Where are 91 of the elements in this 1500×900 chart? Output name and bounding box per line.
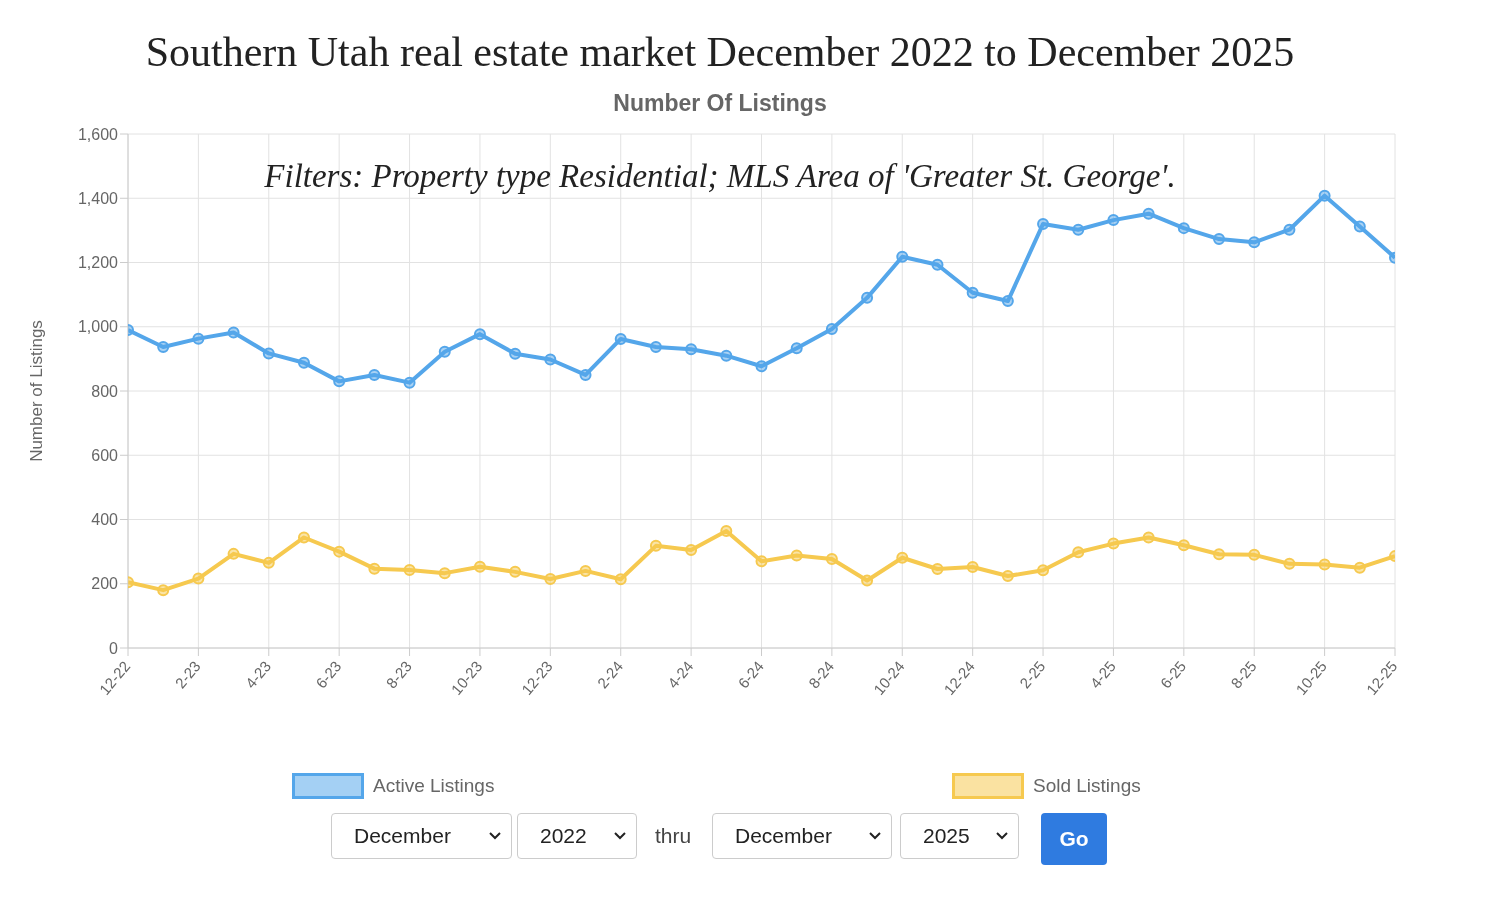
point [966, 561, 979, 574]
point [368, 562, 381, 575]
point [755, 360, 768, 373]
point [473, 328, 486, 341]
point [157, 340, 170, 353]
point [227, 547, 240, 560]
point [579, 564, 592, 577]
y-tick-label: 1,600 [77, 125, 119, 143]
y-axis-title: Number of Listings [27, 320, 47, 462]
point [1248, 548, 1261, 561]
point [861, 291, 874, 304]
point [579, 368, 592, 381]
point [755, 555, 768, 568]
point [649, 539, 662, 552]
point [438, 345, 451, 358]
dropdown-field: December [331, 813, 512, 859]
point [262, 556, 275, 569]
point [649, 340, 662, 353]
text: thru [655, 824, 692, 848]
button: Go [1041, 813, 1107, 865]
y-tick-label: 200 [91, 575, 119, 593]
point [931, 562, 944, 575]
point [157, 584, 170, 597]
point [1177, 539, 1190, 552]
dropdown-field: December [712, 813, 892, 859]
annotation: Filters: Property type Residential; MLS Area of 'Greater St. George'. [264, 158, 1176, 194]
point [861, 574, 874, 587]
point [1248, 236, 1261, 249]
point [685, 544, 698, 557]
point [896, 250, 909, 263]
point [333, 375, 346, 388]
point [1001, 570, 1014, 583]
point [931, 258, 944, 271]
point [825, 323, 838, 335]
point [685, 343, 698, 356]
point [192, 572, 205, 585]
point [227, 326, 240, 339]
y-tick-label: 1,000 [77, 318, 119, 336]
point [1353, 220, 1366, 233]
point [1318, 189, 1331, 202]
chart-title: Southern Utah real estate market December 2022 to December 2025 [144, 28, 1296, 76]
y-tick-label: 1,400 [77, 189, 119, 207]
point [720, 525, 733, 538]
y-tick-label: 1,200 [77, 254, 119, 272]
point [438, 567, 451, 580]
point [1107, 214, 1120, 227]
point [1213, 548, 1226, 561]
point [1283, 223, 1296, 236]
point [1072, 546, 1085, 559]
point [297, 356, 310, 369]
chart-subtitle: Number Of Listings [612, 90, 828, 117]
point [192, 332, 205, 345]
dropdown-field: 2022 [517, 813, 637, 859]
point [1213, 233, 1226, 246]
point [1318, 558, 1331, 571]
point [509, 347, 522, 360]
point [614, 573, 627, 586]
point [1001, 295, 1014, 308]
point [333, 545, 346, 558]
point [896, 551, 909, 564]
legend-label: Sold Listings [1033, 775, 1141, 797]
point [1353, 561, 1366, 574]
point [403, 563, 416, 576]
y-tick-label: 600 [91, 446, 119, 464]
point [614, 332, 627, 345]
point [1283, 557, 1296, 570]
dropdown-field: 2025 [900, 813, 1019, 859]
point [544, 572, 557, 585]
point [368, 368, 381, 381]
legend-label: Active Listings [373, 775, 495, 797]
y-tick-label: 0 [109, 639, 119, 657]
y-tick-label: 800 [91, 382, 119, 400]
point [1142, 531, 1155, 544]
point [544, 353, 557, 366]
point [790, 342, 803, 355]
point [966, 286, 979, 299]
point [1037, 564, 1050, 577]
point [1142, 207, 1155, 220]
point [1072, 223, 1085, 236]
y-tick-label: 400 [91, 511, 119, 529]
point [297, 531, 310, 544]
point [473, 560, 486, 573]
point [825, 553, 838, 566]
point [790, 549, 803, 562]
point [1177, 222, 1190, 235]
point [720, 349, 733, 362]
point [1037, 217, 1050, 230]
point [1107, 537, 1120, 550]
point [403, 376, 416, 389]
point [262, 347, 275, 360]
point [509, 565, 522, 578]
